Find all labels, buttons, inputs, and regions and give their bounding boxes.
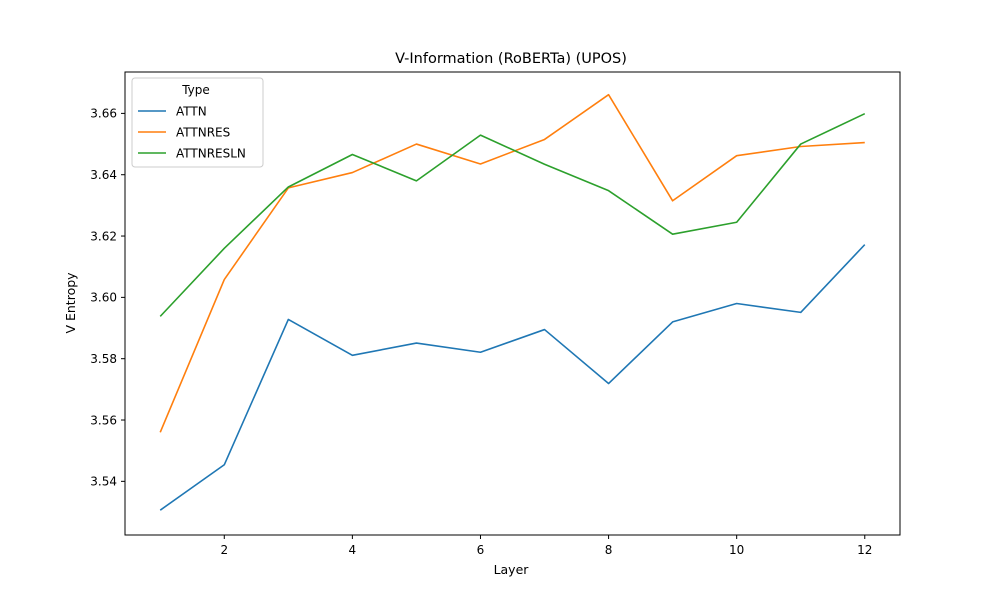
y-tick-label: 3.62 [90,229,117,243]
plot-area: 2 4 6 8 10 12 3.54 3.56 3.58 3.60 3.62 3.64 3.66 Type… [90,71,901,557]
x-tick-label: 8 [605,543,613,557]
legend-title: Type [181,83,210,97]
legend-label-attn: ATTN [176,104,207,118]
series-line-attnres [159,93,865,433]
x-axis-label: Layer [494,562,530,577]
series-line-attn [159,244,866,511]
legend-label-attnresln: ATTNRESLN [176,146,246,160]
y-tick-label: 3.54 [90,475,117,489]
x-tick-label: 6 [477,543,485,557]
x-tick-label: 12 [857,543,872,557]
x-tick-label: 4 [349,543,357,557]
y-tick-label: 3.56 [90,413,117,427]
y-axis-label: V Entropy [63,272,78,334]
series-line-attnresln [159,112,866,317]
chart-title: V-Information (RoBERTa) (UPOS) [395,51,627,67]
y-tick-label: 3.58 [90,352,117,366]
plot-frame [124,71,901,536]
y-tick-label: 3.60 [90,291,117,305]
x-tick-label: 10 [729,543,744,557]
y-tick-label: 3.64 [90,168,117,182]
x-tick-label: 2 [220,543,228,557]
y-tick-label: 3.66 [90,107,117,121]
legend-box [131,77,264,168]
legend-label-attnres: ATTNRES [176,125,230,139]
